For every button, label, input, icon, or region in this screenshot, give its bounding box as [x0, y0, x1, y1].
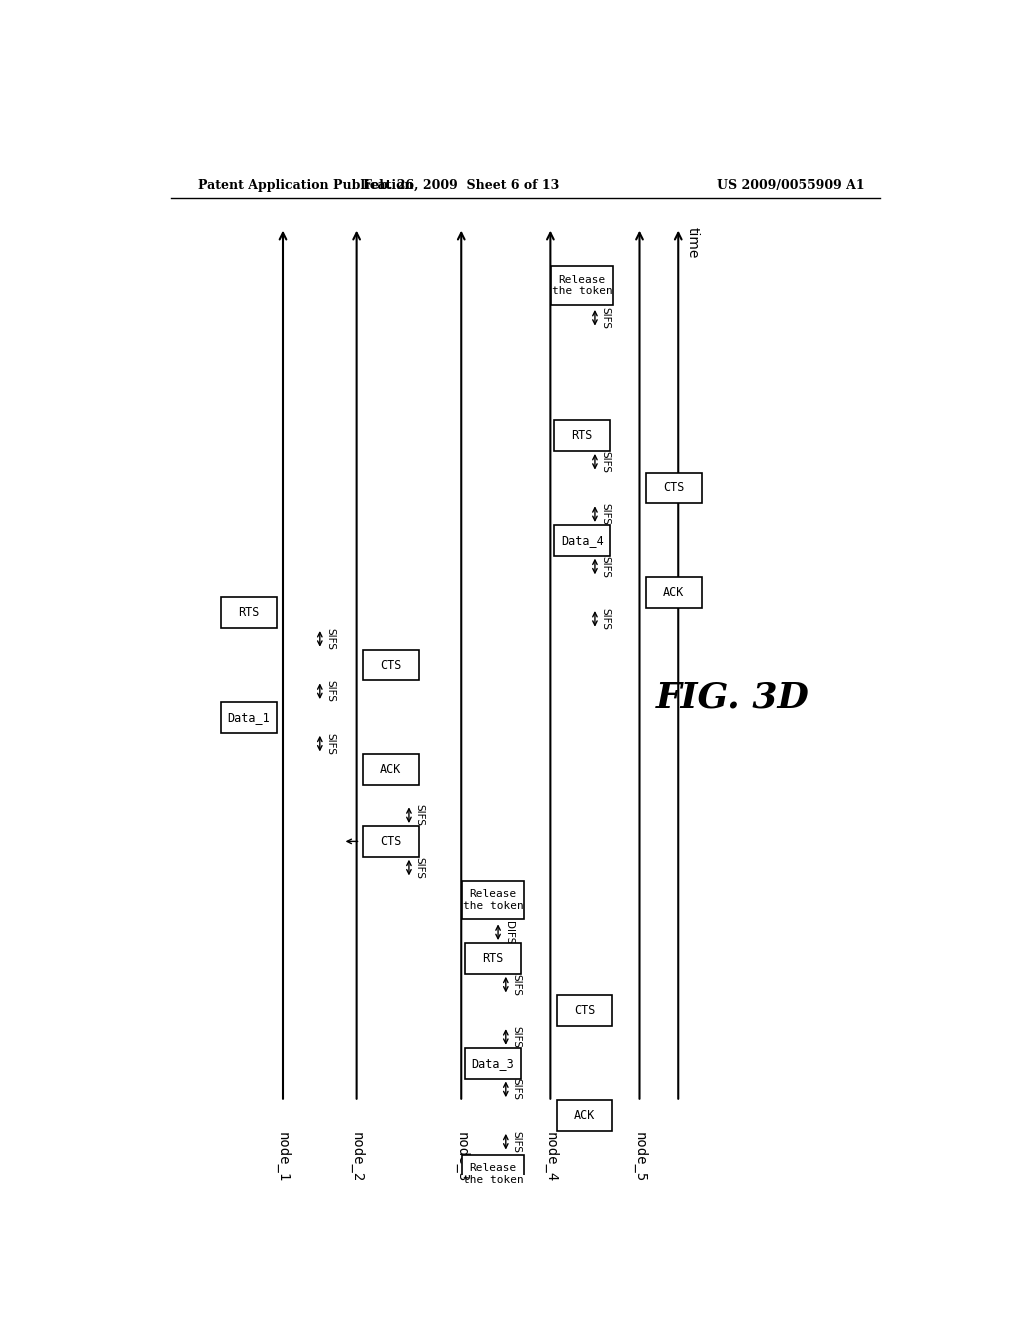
Text: time: time [685, 227, 699, 259]
FancyBboxPatch shape [465, 942, 521, 974]
Text: node_5: node_5 [633, 1133, 646, 1183]
Text: CTS: CTS [380, 834, 401, 847]
Text: Feb. 26, 2009  Sheet 6 of 13: Feb. 26, 2009 Sheet 6 of 13 [364, 178, 559, 191]
FancyBboxPatch shape [646, 473, 701, 503]
Text: SIFS: SIFS [601, 451, 610, 473]
FancyBboxPatch shape [462, 880, 524, 919]
Text: RTS: RTS [239, 606, 260, 619]
FancyBboxPatch shape [362, 755, 419, 785]
Text: CTS: CTS [573, 1005, 595, 1018]
Text: node_4: node_4 [544, 1133, 557, 1183]
Text: node_3: node_3 [455, 1133, 468, 1183]
Text: Release
the token: Release the token [552, 275, 612, 296]
FancyBboxPatch shape [465, 1048, 521, 1078]
FancyBboxPatch shape [554, 525, 610, 556]
Text: SIFS: SIFS [415, 804, 425, 826]
Text: US 2009/0055909 A1: US 2009/0055909 A1 [717, 178, 864, 191]
Text: SIFS: SIFS [415, 857, 425, 879]
FancyBboxPatch shape [462, 1155, 524, 1193]
Text: ACK: ACK [573, 1109, 595, 1122]
Text: RTS: RTS [482, 952, 504, 965]
Text: Data_4: Data_4 [561, 533, 603, 546]
FancyBboxPatch shape [362, 826, 419, 857]
Text: ACK: ACK [380, 763, 401, 776]
FancyBboxPatch shape [362, 649, 419, 681]
Text: CTS: CTS [663, 482, 684, 495]
Text: RTS: RTS [571, 429, 593, 442]
Text: Data_1: Data_1 [227, 711, 270, 723]
Text: SIFS: SIFS [601, 503, 610, 525]
Text: Patent Application Publication: Patent Application Publication [198, 178, 414, 191]
Text: FIG. 3D: FIG. 3D [655, 680, 809, 714]
Text: SIFS: SIFS [512, 1131, 521, 1152]
FancyBboxPatch shape [221, 702, 276, 733]
Text: Release
the token: Release the token [463, 1163, 523, 1185]
Text: node_2: node_2 [349, 1133, 364, 1183]
Text: ACK: ACK [663, 586, 684, 599]
Text: SIFS: SIFS [601, 609, 610, 630]
Text: SIFS: SIFS [601, 556, 610, 578]
Text: CTS: CTS [380, 659, 401, 672]
Text: Data_3: Data_3 [472, 1056, 514, 1069]
FancyBboxPatch shape [221, 598, 276, 628]
Text: Release
the token: Release the token [463, 890, 523, 911]
Text: node_1: node_1 [275, 1133, 290, 1183]
Text: SIFS: SIFS [512, 1026, 521, 1048]
FancyBboxPatch shape [551, 267, 613, 305]
Text: SIFS: SIFS [601, 306, 610, 329]
FancyBboxPatch shape [557, 1100, 612, 1131]
Text: DIFS: DIFS [504, 920, 514, 944]
Text: SIFS: SIFS [326, 733, 336, 755]
Text: SIFS: SIFS [512, 974, 521, 995]
FancyBboxPatch shape [646, 577, 701, 609]
FancyBboxPatch shape [557, 995, 612, 1026]
Text: SIFS: SIFS [512, 1078, 521, 1101]
Text: SIFS: SIFS [326, 628, 336, 649]
FancyBboxPatch shape [554, 420, 610, 451]
Text: SIFS: SIFS [326, 680, 336, 702]
